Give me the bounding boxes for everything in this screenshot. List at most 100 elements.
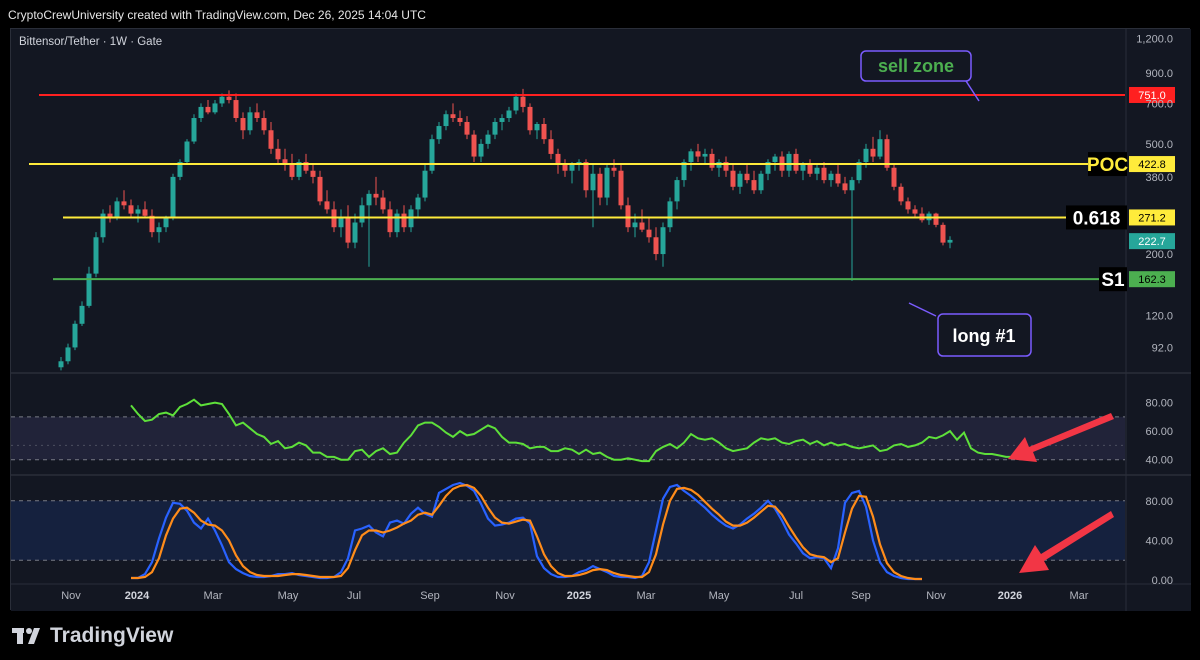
candle-body	[660, 227, 666, 255]
x-tick-label: Mar	[204, 590, 223, 602]
candle-body	[485, 134, 491, 144]
candle-body	[205, 106, 211, 113]
last-price-label: 222.7	[1138, 236, 1166, 248]
candle-body	[856, 162, 862, 181]
candle-body	[884, 139, 890, 168]
candle-body	[247, 112, 253, 131]
chart-canvas[interactable]: 751.0 422.8 POC 271.2 0.618 162.3 S1 222.7 1,20…	[11, 29, 1191, 611]
candle-body	[443, 114, 449, 127]
candle-body	[765, 162, 771, 174]
x-tick-label: Nov	[61, 590, 81, 602]
candle-body	[184, 141, 190, 163]
candle-body	[170, 176, 176, 218]
candle-body	[345, 217, 351, 243]
candle-body	[373, 193, 379, 198]
candle-body	[156, 227, 162, 233]
level-price-label-resistance: 751.0	[1138, 90, 1166, 102]
level-price-tag-resistance	[1129, 86, 1175, 103]
x-tick-label: May	[278, 590, 299, 602]
candle-body	[912, 209, 918, 214]
candle-body	[240, 118, 246, 131]
x-tick-label: Sep	[420, 590, 440, 602]
candle-body	[723, 162, 729, 171]
candle-body	[310, 170, 316, 177]
rsi-line	[130, 398, 1035, 463]
candle-body	[86, 273, 92, 306]
candle-body	[436, 126, 442, 140]
level-tag-bg-s1	[1099, 267, 1127, 292]
level-price-tag-s1	[1129, 271, 1175, 288]
candle-body	[93, 237, 99, 274]
sell-zone-annotation: sell zone	[860, 50, 980, 102]
candle-body	[359, 205, 365, 223]
stoch-arrow	[1019, 511, 1114, 573]
y-tick-main: 120.0	[1145, 310, 1173, 322]
candle-body	[849, 180, 855, 191]
chart-frame: 751.0 422.8 POC 271.2 0.618 162.3 S1 222.7 1,20…	[10, 28, 1191, 611]
candle-body	[338, 217, 344, 228]
candle-body	[79, 305, 85, 324]
x-tick-label: Sep	[851, 590, 871, 602]
candle-body	[541, 123, 547, 140]
y-tick-main: 200.0	[1145, 249, 1173, 261]
candle-body	[303, 162, 309, 171]
candle-body	[807, 164, 813, 174]
candle-body	[422, 170, 428, 198]
candle-body	[667, 201, 673, 228]
y-tick-rsi: 80.00	[1145, 398, 1173, 410]
x-tick-label: Jul	[789, 590, 803, 602]
candle-body	[198, 106, 204, 119]
last-price-tag	[1129, 233, 1175, 250]
candle-body	[821, 167, 827, 181]
chart-credit: CryptoCrewUniversity created with Tradin…	[8, 8, 426, 22]
level-price-label-s1: 162.3	[1138, 274, 1166, 286]
candle-body	[394, 213, 400, 233]
candle-body	[933, 213, 939, 225]
candle-body	[380, 197, 386, 210]
candle-body	[751, 180, 757, 191]
candle-body	[254, 112, 260, 119]
tradingview-footer: TradingView	[12, 624, 173, 648]
candle-body	[513, 96, 519, 111]
candle-body	[107, 213, 113, 218]
candle-body	[730, 170, 736, 187]
candle-body	[793, 153, 799, 171]
candle-body	[233, 100, 239, 119]
candle-body	[604, 167, 610, 198]
level-tag-fib: 0.618	[1073, 208, 1121, 229]
candle-body	[695, 151, 701, 157]
y-tick-stoch: 40.00	[1145, 535, 1173, 547]
candle-body	[772, 156, 778, 163]
y-tick-main: 900.0	[1145, 68, 1173, 80]
candle-body	[758, 173, 764, 191]
candle-body	[786, 153, 792, 171]
candle-body	[114, 201, 120, 218]
level-price-tag-fib	[1129, 209, 1175, 226]
candle-body	[142, 209, 148, 216]
sell-zone-label: sell zone	[878, 56, 954, 76]
candle-body	[226, 96, 232, 101]
candle-body	[100, 213, 106, 238]
candle-body	[268, 130, 274, 149]
candle-body	[737, 173, 743, 187]
candle-body	[275, 148, 281, 160]
long-1-label: long #1	[952, 326, 1015, 346]
level-tag-bg-poc	[1088, 152, 1127, 177]
candle-body	[471, 134, 477, 157]
candle-body	[891, 167, 897, 187]
candle-body	[506, 110, 512, 119]
candle-body	[324, 201, 330, 210]
stoch-d-line	[131, 483, 922, 581]
candle-body	[863, 148, 869, 163]
candle-body	[58, 361, 64, 368]
candle-body	[121, 201, 127, 206]
stoch-band	[11, 500, 1125, 561]
candle-body	[597, 173, 603, 198]
candle-body	[415, 197, 421, 210]
long-1-annotation: long #1	[908, 302, 1032, 357]
candle-body	[940, 224, 946, 243]
candle-body	[569, 164, 575, 171]
candle-body	[499, 118, 505, 122]
candle-body	[548, 139, 554, 154]
candle-body	[898, 186, 904, 202]
